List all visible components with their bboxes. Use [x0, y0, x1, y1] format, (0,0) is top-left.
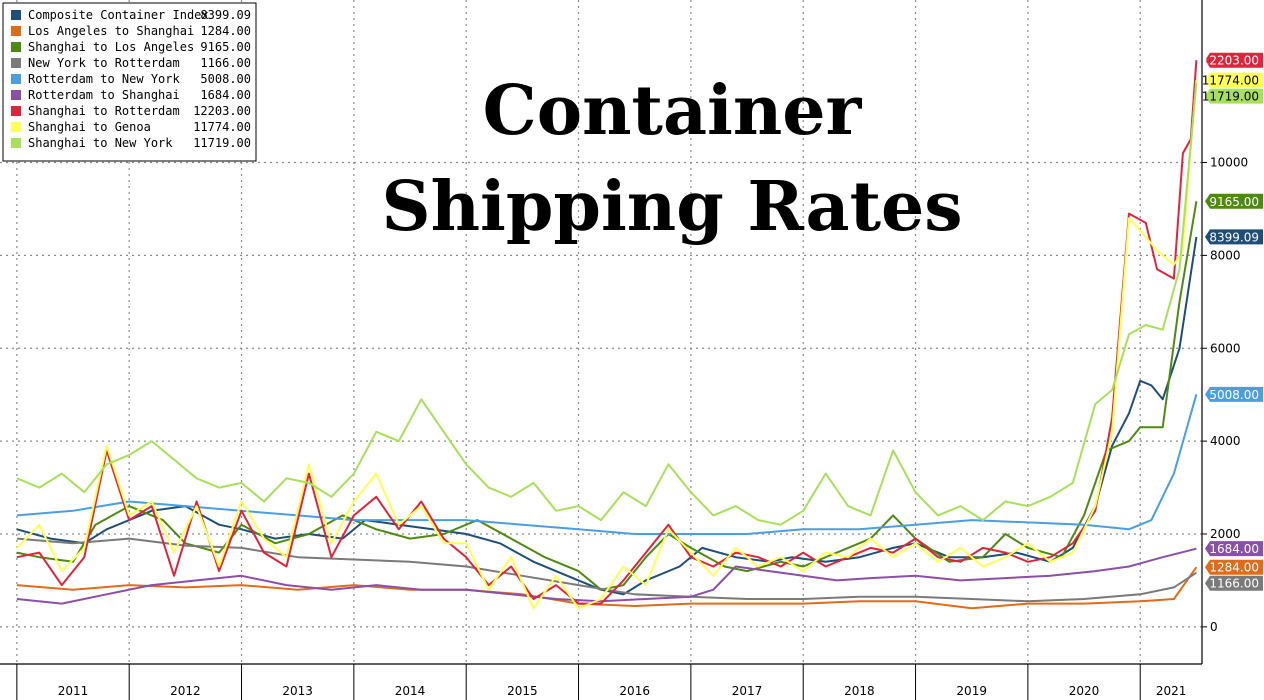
x-tick-label: 2012: [170, 684, 201, 698]
y-tick-label: 4000: [1210, 434, 1241, 448]
value-tag: [1205, 193, 1263, 209]
value-tag-label: 5008.00: [1209, 388, 1259, 402]
x-tick-label: 2017: [732, 684, 763, 698]
legend-series-name: Rotterdam to Shanghai: [28, 88, 180, 102]
x-tick-label: 2014: [395, 684, 426, 698]
series-line: [16, 547, 1197, 605]
series-line: [16, 537, 1197, 603]
y-tick-label: 2000: [1210, 527, 1241, 541]
chart-title: Container Shipping Rates: [381, 71, 962, 247]
title-line-2: Shipping Rates: [381, 167, 962, 247]
value-tag: [1205, 541, 1263, 557]
value-tag: [1205, 575, 1263, 591]
value-tag: [1205, 229, 1263, 245]
legend-swatch: [11, 74, 21, 84]
value-tag-label: 1284.00: [1209, 561, 1259, 575]
value-tag: [1205, 559, 1263, 575]
legend-swatch: [11, 10, 21, 20]
y-tick-label: 6000: [1210, 341, 1241, 355]
legend-series-value: 9165.00: [200, 40, 251, 54]
value-tag-label: 1166.00: [1209, 577, 1259, 591]
y-tick-label: 10000: [1210, 156, 1248, 170]
legend-series-value: 1166.00: [200, 56, 251, 70]
series-line: [16, 566, 1198, 610]
y-tick-label: 8000: [1210, 248, 1241, 262]
x-tick-label: 2015: [507, 684, 538, 698]
x-tick-label: 2016: [619, 684, 650, 698]
legend-series-name: Shanghai to Rotterdam: [28, 104, 180, 118]
y-tick-label: 0: [1210, 620, 1218, 634]
series-lines: [16, 60, 1198, 610]
legend-series-name: Composite Container Index: [28, 8, 209, 22]
legend-series-value: 1684.00: [200, 88, 251, 102]
value-tag-label: 1684.00: [1209, 542, 1259, 556]
value-tag-label: 11774.00: [1202, 74, 1259, 88]
legend-swatch: [11, 90, 21, 100]
legend-series-name: Shanghai to New York: [28, 136, 173, 150]
x-tick-label: 2019: [956, 684, 987, 698]
legend-swatch: [11, 122, 21, 132]
legend-series-name: Rotterdam to New York: [28, 72, 180, 86]
x-tick-label: 2013: [282, 684, 313, 698]
legend-series-value: 8399.09: [200, 8, 251, 22]
legend-series-value: 1284.00: [200, 24, 251, 38]
legend-series-name: Shanghai to Genoa: [28, 120, 151, 134]
legend-series-name: Shanghai to Los Angeles: [28, 40, 194, 54]
legend-series-name: New York to Rotterdam: [28, 56, 180, 70]
series-line: [16, 80, 1198, 610]
value-tag-label: 11719.00: [1202, 90, 1259, 104]
x-tick-label: 2020: [1069, 684, 1100, 698]
value-tag-label: 12203.00: [1202, 54, 1259, 68]
value-tag-label: 8399.09: [1209, 230, 1259, 244]
value-tag: [1205, 88, 1263, 104]
series-line: [16, 394, 1198, 535]
legend-swatch: [11, 26, 21, 36]
x-tick-label: 2018: [844, 684, 875, 698]
value-tag: [1205, 52, 1263, 68]
legend-swatch: [11, 106, 21, 116]
value-tag: [1205, 72, 1263, 88]
legend-series-value: 12203.00: [193, 104, 251, 118]
legend-swatch: [11, 138, 21, 148]
value-tag: [1205, 386, 1263, 402]
value-tag-label: 9165.00: [1209, 195, 1259, 209]
legend-swatch: [11, 42, 21, 52]
legend-series-value: 11774.00: [193, 120, 251, 134]
x-tick-label: 2011: [58, 684, 89, 698]
series-line: [16, 82, 1198, 526]
legend-series-value: 5008.00: [200, 72, 251, 86]
x-tick-label: 2021: [1156, 684, 1187, 698]
last-value-tags: 12203.00 11774.00 11719.00 9165.00 8399.09 50…: [1202, 52, 1263, 591]
legend-swatch: [11, 58, 21, 68]
title-line-1: Container: [483, 71, 863, 151]
legend-box: [2, 2, 257, 162]
legend-series-name: Los Angeles to Shanghai: [28, 24, 194, 38]
series-line: [16, 60, 1198, 605]
legend-series-value: 11719.00: [193, 136, 251, 150]
